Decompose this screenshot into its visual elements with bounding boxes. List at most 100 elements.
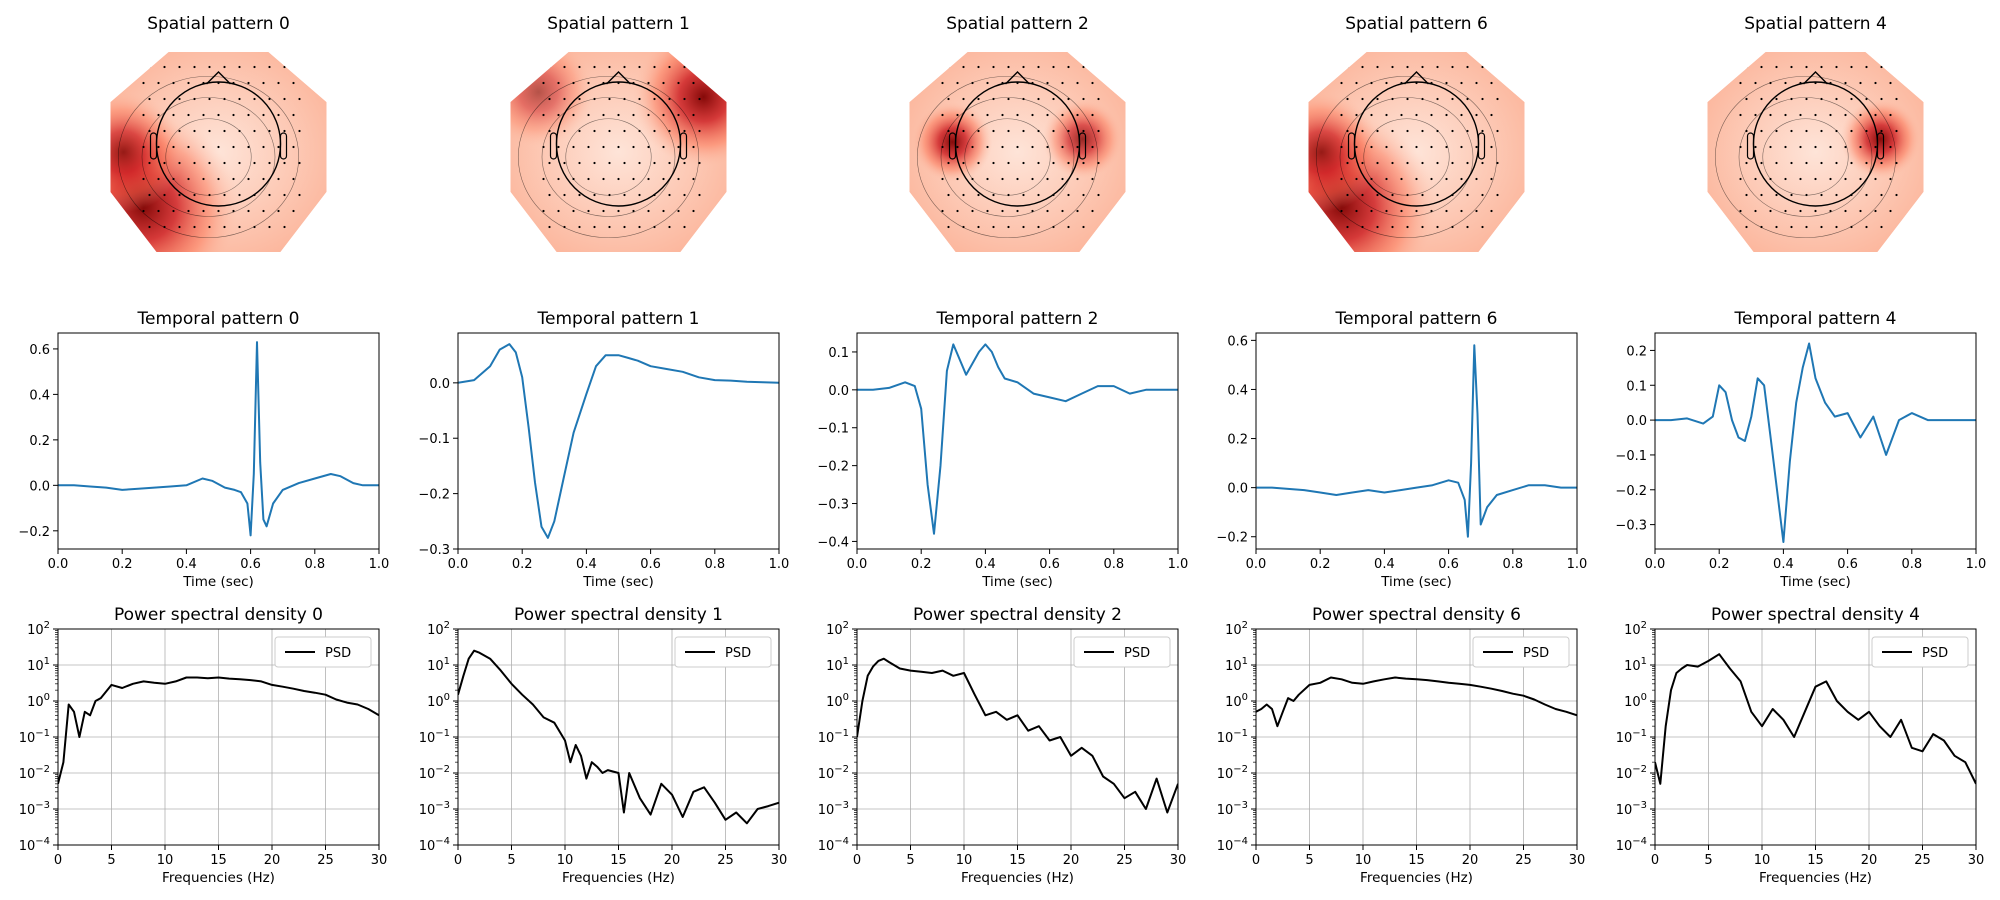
x-tick-label: 0.4 [576, 557, 597, 572]
sensor-dot [977, 129, 980, 133]
y-tick-label: 100 [1225, 692, 1248, 710]
sensor-dot [563, 193, 566, 197]
sensor-dot [1376, 225, 1379, 229]
sensor-dot [1769, 113, 1772, 117]
sensor-dot [1385, 177, 1388, 181]
sensor-dot [223, 65, 226, 69]
sensor-dot [1835, 65, 1838, 69]
psd-title: Power spectral density 1 [514, 605, 723, 625]
sensor-dot [247, 209, 250, 213]
sensor-dot [142, 145, 145, 149]
y-tick-label: −0.1 [1615, 449, 1647, 464]
legend-label: PSD [325, 646, 351, 661]
sensor-dot [1844, 177, 1847, 181]
sensor-dot [647, 145, 650, 149]
sensor-dot [653, 161, 656, 165]
sensor-dot [683, 225, 686, 229]
x-tick-label: 1.0 [769, 557, 790, 572]
sensor-dot [232, 145, 235, 149]
x-tick-label: 10 [1355, 853, 1372, 868]
nose-outline [206, 71, 231, 85]
x-tick-label: 30 [371, 853, 388, 868]
sensor-dot [1037, 225, 1040, 229]
sensor-dot [1391, 129, 1394, 133]
sensor-dot [1052, 97, 1055, 101]
x-tick-label: 0 [1651, 853, 1659, 868]
sensor-dot [1391, 65, 1394, 69]
sensor-dot [632, 145, 635, 149]
sensor-dot [1775, 225, 1778, 229]
x-tick-label: 0.8 [1103, 557, 1124, 572]
sensor-dot [238, 225, 241, 229]
sensor-dot [1895, 97, 1898, 101]
sensor-dot [677, 113, 680, 117]
spatial-pattern-title: Spatial pattern 1 [547, 14, 690, 34]
sensor-dot [692, 81, 695, 85]
x-tick-label: 5 [1704, 853, 1712, 868]
sensor-dot [986, 81, 989, 85]
sensor-dot [223, 129, 226, 133]
sensor-dot [947, 129, 950, 133]
x-tick-label: 5 [1305, 853, 1313, 868]
sensor-dot [956, 177, 959, 181]
y-tick-label: 0.2 [29, 434, 50, 449]
sensor-dot [277, 81, 280, 85]
sensor-dot [1865, 193, 1868, 197]
x-tick-label: 0.6 [1837, 557, 1858, 572]
sensor-dot [1754, 177, 1757, 181]
sensor-dot [542, 209, 545, 213]
x-tick-label: 25 [1116, 853, 1133, 868]
sensor-dot [1091, 81, 1094, 85]
y-tick-label: 10−1 [19, 728, 50, 746]
topomap-hotspot [110, 92, 184, 212]
sensor-dot [1790, 193, 1793, 197]
sensor-dot [647, 177, 650, 181]
psd-title: Power spectral density 4 [1711, 605, 1920, 625]
sensor-dot [1844, 81, 1847, 85]
x-tick-label: 0.6 [1438, 557, 1459, 572]
sensor-dot [1346, 65, 1349, 69]
sensor-dot [1421, 129, 1424, 133]
x-tick-label: 10 [1754, 853, 1771, 868]
sensor-dot [202, 209, 205, 213]
sensor-dot [1880, 65, 1883, 69]
sensor-dot [1835, 97, 1838, 101]
left-ear-outline [1746, 132, 1755, 160]
sensor-dot [223, 161, 226, 165]
y-tick-label: −0.1 [817, 422, 849, 437]
sensor-dot [947, 161, 950, 165]
sensor-dot [992, 97, 995, 101]
sensor-dot [1016, 177, 1019, 181]
sensor-dot [653, 129, 656, 133]
sensor-dot [1481, 97, 1484, 101]
sensor-dot [157, 209, 160, 213]
nose-outline [606, 71, 631, 85]
sensor-dot [1799, 113, 1802, 117]
sensor-dot [172, 81, 175, 85]
temporal-series-line [857, 343, 1178, 535]
y-tick-label: 100 [427, 692, 450, 710]
sensor-dot [1445, 145, 1448, 149]
sensor-dot [1799, 177, 1802, 181]
sensor-dot [1340, 81, 1343, 85]
sensor-dot [692, 145, 695, 149]
sensor-dot [548, 129, 551, 133]
sensor-dot [1346, 129, 1349, 133]
y-tick-label: 101 [1225, 656, 1248, 674]
x-tick-label: 15 [1009, 853, 1026, 868]
sensor-dot [1859, 145, 1862, 149]
sensor-dot [593, 97, 596, 101]
sensor-dot [223, 193, 226, 197]
sensor-dot [1466, 129, 1469, 133]
sensor-dot [1361, 65, 1364, 69]
sensor-dot [1865, 97, 1868, 101]
psd-title: Power spectral density 6 [1312, 605, 1521, 625]
x-axis-label: Frequencies (Hz) [961, 870, 1074, 886]
sensor-dot [1790, 97, 1793, 101]
y-tick-label: −0.3 [418, 543, 450, 558]
temporal-pattern-panel: Temporal pattern 4 0.0 0.2 0.4 0.6 0.8 1.0 −0.3… [1615, 309, 1986, 590]
temporal-pattern-title: Temporal pattern 4 [1734, 309, 1897, 329]
sensor-dot [1400, 177, 1403, 181]
sensor-dot [1739, 81, 1742, 85]
sensor-dot [1376, 65, 1379, 69]
